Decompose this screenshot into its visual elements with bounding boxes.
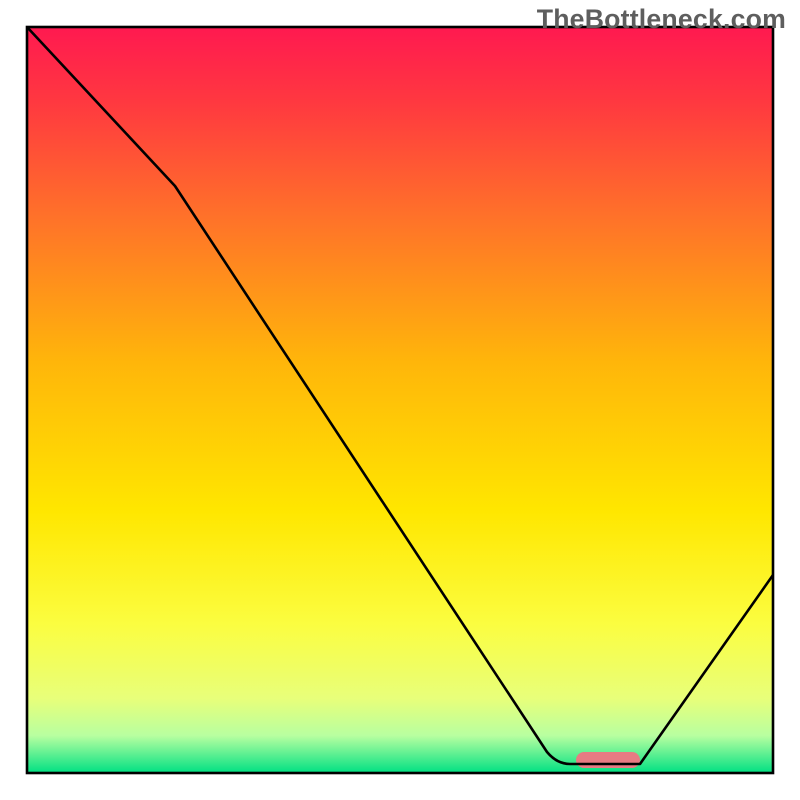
gradient-background <box>27 27 773 773</box>
chart-stage: TheBottleneck.com <box>0 0 800 800</box>
optimal-marker <box>576 752 640 768</box>
bottleneck-chart <box>0 0 800 800</box>
watermark-text: TheBottleneck.com <box>537 4 786 35</box>
